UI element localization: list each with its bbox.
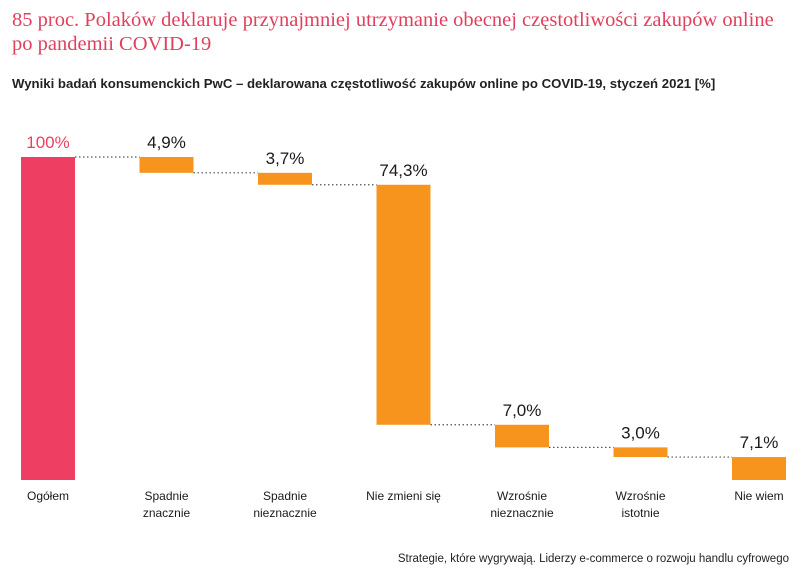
category-label: Nie wiem [734, 489, 783, 503]
value-label: 74,3% [379, 161, 427, 180]
bar [258, 172, 312, 185]
bar [495, 424, 549, 448]
bars [21, 157, 786, 480]
chart-subtitle: Wyniki badań konsumenckich PwC – deklaro… [12, 76, 716, 91]
value-label: 3,0% [621, 423, 660, 442]
value-label: 100% [26, 133, 69, 152]
category-label: Wzrośnie [497, 489, 547, 503]
category-label: nieznacznie [490, 506, 554, 520]
connector-lines [75, 156, 732, 458]
category-labels: Ogółem Spadnie znacznie Spadnie nieznacznie N… [27, 489, 784, 520]
bar [613, 447, 668, 458]
category-label: Ogółem [27, 489, 69, 503]
category-label: Spadnie [144, 489, 188, 503]
value-label: 3,7% [266, 149, 305, 168]
bar [21, 157, 75, 480]
bar [732, 457, 786, 480]
value-label: 7,1% [740, 433, 779, 452]
value-label: 7,0% [503, 401, 542, 420]
source-note: Strategie, które wygrywają. Liderzy e-co… [397, 553, 789, 565]
value-label: 4,9% [147, 133, 186, 152]
category-label: Wzrośnie [615, 489, 665, 503]
category-label: znacznie [143, 506, 191, 520]
bar [376, 184, 431, 425]
category-label: Spadnie [263, 489, 307, 503]
category-label: nieznacznie [253, 506, 317, 520]
category-label: istotnie [621, 506, 659, 520]
category-label: Nie zmieni się [366, 489, 441, 503]
chart-title: 85 proc. Polaków deklaruje przynajmniej … [12, 9, 774, 55]
value-labels: 100% 4,9% 3,7% 74,3% 7,0% 3,0% 7,1% [26, 133, 778, 452]
bar [139, 157, 194, 173]
